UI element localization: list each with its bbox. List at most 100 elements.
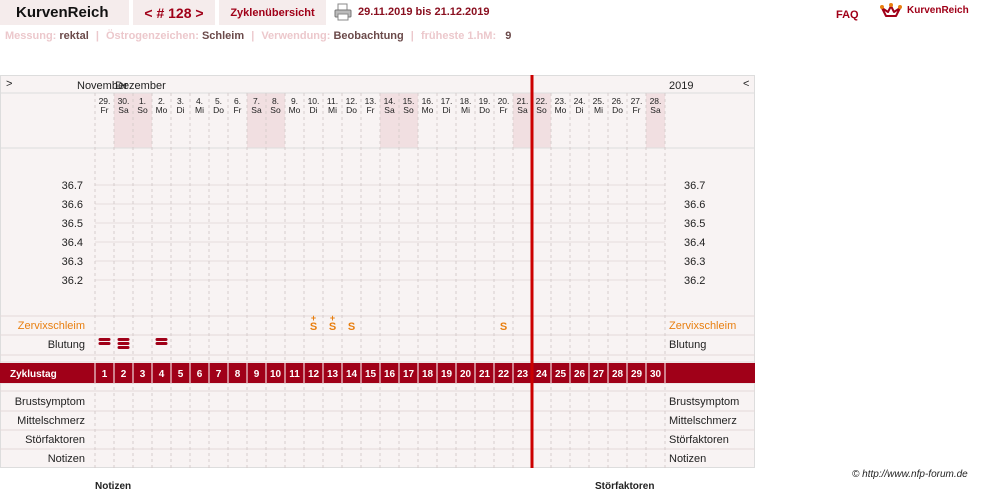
cycle-overview-tab[interactable]: Zyklenübersicht	[219, 0, 326, 25]
day-number: 18.	[460, 96, 472, 106]
bleeding-mark	[155, 342, 168, 345]
bleeding-mark	[155, 338, 168, 341]
verwendung-value: Beobachtung	[333, 30, 404, 42]
cycle-day-number: 29	[631, 369, 643, 380]
row-label-stoer: Störfaktoren	[25, 434, 85, 446]
mucus-symbol: S	[348, 321, 355, 333]
cycle-day-number: 28	[612, 369, 624, 380]
day-number: 2.	[158, 96, 165, 106]
cycle-day-number: 11	[289, 369, 300, 380]
cycle-day-number: 24	[536, 369, 548, 380]
day-name: So	[270, 105, 281, 115]
year-label: 2019	[669, 80, 693, 92]
row-label-mittel: Mittelschmerz	[17, 415, 85, 427]
separator: |	[95, 30, 99, 42]
day-name: Fr	[366, 105, 374, 115]
day-number: 7.	[253, 96, 260, 106]
cycle-day-number: 15	[365, 369, 377, 380]
temperature-label-left: 36.5	[62, 218, 83, 230]
verwendung-label: Verwendung:	[261, 30, 331, 42]
bleeding-mark	[117, 338, 130, 341]
day-number: 9.	[291, 96, 298, 106]
crown-logo-icon	[880, 3, 902, 17]
left-collapse-toggle: >	[6, 78, 12, 90]
app-title[interactable]: KurvenReich	[0, 0, 129, 25]
day-name: Mi	[461, 105, 470, 115]
row-label-zervix: Zervixschleim	[18, 320, 85, 332]
cycle-day-bar	[0, 363, 755, 383]
day-number: 8.	[272, 96, 279, 106]
row-label-brust: Brustsymptom	[15, 396, 85, 408]
messung-label: Messung:	[5, 30, 57, 42]
row-label-right-mittel: Mittelschmerz	[669, 415, 737, 427]
day-name: Do	[612, 105, 623, 115]
cycle-day-label: Zyklustag	[10, 369, 57, 380]
temperature-label-left: 36.4	[62, 237, 83, 249]
day-name: Mi	[594, 105, 603, 115]
day-name: Di	[309, 105, 317, 115]
cycle-day-number: 9	[254, 369, 260, 380]
day-number: 4.	[196, 96, 203, 106]
right-collapse-toggle: <	[743, 78, 749, 90]
cycle-day-number: 13	[327, 369, 339, 380]
mucus-symbol: S	[329, 321, 336, 333]
day-number: 13.	[365, 96, 377, 106]
day-number: 28.	[650, 96, 662, 106]
weekend-shade	[513, 93, 532, 148]
day-number: 17.	[441, 96, 453, 106]
cycle-day-number: 3	[140, 369, 146, 380]
day-name: Fr	[499, 105, 507, 115]
cycle-day-number: 12	[308, 369, 320, 380]
cycle-day-number: 1	[102, 369, 108, 380]
cycle-day-number: 17	[403, 369, 415, 380]
day-name: Fr	[100, 105, 108, 115]
bleeding-mark	[98, 342, 111, 345]
day-number: 5.	[215, 96, 222, 106]
cycle-day-number: 14	[346, 369, 358, 380]
day-number: 26.	[612, 96, 624, 106]
day-name: Do	[346, 105, 357, 115]
cycle-chart-svg: > <2019NovemberDezember29.Fr30.Sa1.So2.Mo…	[0, 75, 755, 468]
row-label-right-zervix: Zervixschleim	[669, 320, 736, 332]
cycle-chart: > <2019 November Dezember 29. Fr 30. Sa 1. So 2. Mo…	[0, 75, 755, 468]
mucus-plus-mark: +	[330, 313, 335, 323]
day-name: Mo	[289, 105, 301, 115]
temperature-label-left: 36.7	[62, 180, 83, 192]
row-label-right-blutung: Blutung	[669, 339, 706, 351]
day-number: 15.	[403, 96, 415, 106]
row-label-right-notizen: Notizen	[669, 453, 706, 465]
weekend-shade	[532, 93, 551, 148]
cycle-day-number: 19	[441, 369, 453, 380]
cycle-day-number: 23	[517, 369, 529, 380]
bleeding-mark	[117, 342, 130, 345]
temperature-label-right: 36.6	[684, 199, 705, 211]
cycle-day-number: 21	[479, 369, 491, 380]
weekend-shade	[114, 93, 133, 148]
day-name: Mo	[422, 105, 434, 115]
day-name: Mo	[156, 105, 168, 115]
weekend-shade	[247, 93, 266, 148]
separator: |	[251, 30, 255, 42]
day-number: 19.	[479, 96, 491, 106]
mucus-plus-mark: +	[311, 313, 316, 323]
day-name: Sa	[650, 105, 661, 115]
day-number: 12.	[346, 96, 358, 106]
weekend-shade	[380, 93, 399, 148]
first-hm-value: 9	[505, 30, 512, 42]
faq-link[interactable]: FAQ	[836, 9, 859, 21]
cycle-day-number: 10	[270, 369, 282, 380]
day-number: 11.	[327, 96, 338, 106]
day-number: 29.	[99, 96, 111, 106]
cycle-day-number: 6	[197, 369, 203, 380]
day-name: So	[536, 105, 547, 115]
day-number: 21.	[517, 96, 529, 106]
copyright[interactable]: © http://www.nfp-forum.de	[852, 469, 968, 480]
cycle-day-number: 8	[235, 369, 241, 380]
day-number: 27.	[631, 96, 643, 106]
weekend-shade	[646, 93, 665, 148]
cycle-navigation[interactable]: < # 128 >	[133, 0, 215, 25]
print-icon[interactable]	[334, 3, 352, 21]
day-name: So	[403, 105, 414, 115]
cycle-day-number: 7	[216, 369, 222, 380]
weekend-shade	[399, 93, 418, 148]
